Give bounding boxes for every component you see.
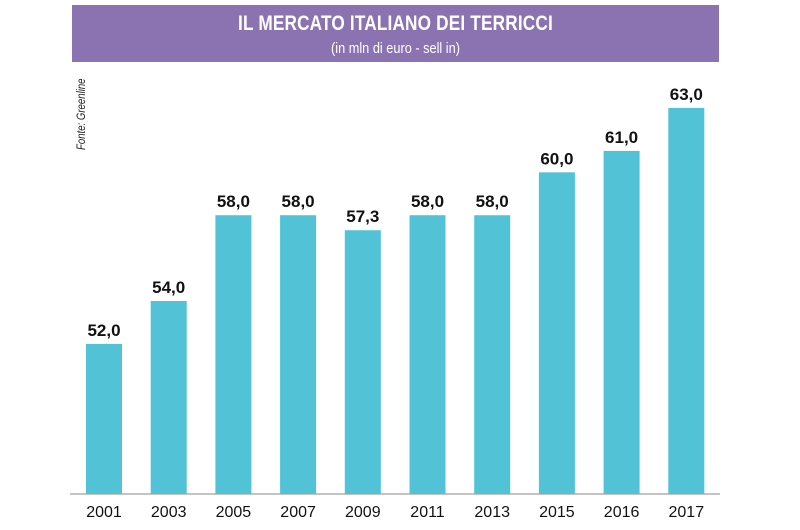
bar-2009 — [344, 230, 381, 494]
x-tick-label-2009: 2009 — [345, 504, 381, 521]
x-tick-label-2015: 2015 — [539, 504, 575, 521]
value-label-2011: 58,0 — [411, 192, 444, 211]
value-label-2017: 63,0 — [670, 85, 703, 104]
x-tick-label-2005: 2005 — [216, 504, 252, 521]
x-tick-label-2003: 2003 — [151, 504, 187, 521]
value-label-2013: 58,0 — [476, 192, 509, 211]
chart-subtitle: (in mln di euro - sell in) — [331, 40, 460, 57]
value-label-2003: 54,0 — [152, 278, 185, 297]
value-label-2015: 60,0 — [540, 149, 573, 168]
chart-title: IL MERCATO ITALIANO DEI TERRICCI — [238, 12, 553, 35]
value-label-2007: 58,0 — [282, 192, 315, 211]
value-label-2009: 57,3 — [346, 207, 379, 226]
value-label-2001: 52,0 — [87, 321, 120, 340]
bar-2005 — [215, 215, 252, 494]
bar-2016 — [603, 150, 640, 494]
bars-group — [86, 108, 705, 495]
bar-2007 — [280, 215, 317, 494]
x-tick-label-2013: 2013 — [474, 504, 510, 521]
bar-2001 — [86, 343, 122, 494]
x-tick-labels-group: 2001 2003 2005 2007 2009 2011 2013 2015 2016 2017 — [86, 504, 704, 521]
x-tick-label-2011: 2011 — [410, 504, 445, 521]
value-label-2005: 58,0 — [217, 192, 250, 211]
x-tick-label-2007: 2007 — [280, 504, 316, 521]
value-labels-group: 52,0 54,0 58,0 58,0 57,3 58,0 58,0 60,0 61,0 63,0 — [87, 85, 702, 340]
bar-2015 — [538, 172, 575, 495]
x-tick-label-2017: 2017 — [669, 504, 705, 521]
value-label-2016: 61,0 — [605, 128, 638, 147]
bar-2011 — [409, 215, 446, 494]
x-tick-label-2001: 2001 — [86, 504, 122, 521]
bar-2003 — [150, 301, 187, 494]
x-tick-label-2016: 2016 — [604, 504, 640, 521]
bar-2013 — [474, 215, 511, 494]
chart-header: IL MERCATO ITALIANO DEI TERRICCI (in mln… — [72, 5, 719, 62]
bar-2017 — [668, 108, 705, 494]
